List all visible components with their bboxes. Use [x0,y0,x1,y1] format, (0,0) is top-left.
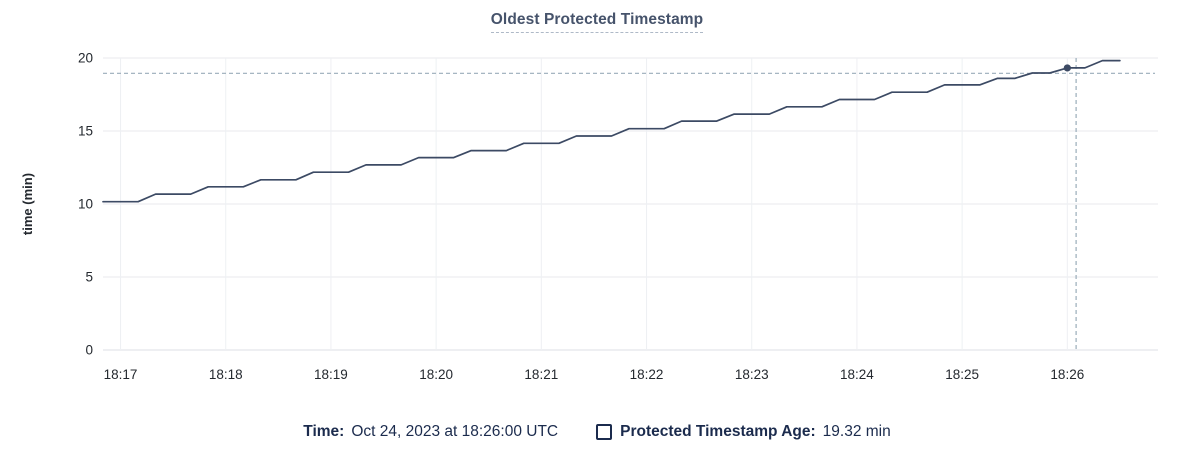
x-tick-label: 18:17 [104,367,138,382]
chart-title-row: Oldest Protected Timestamp [0,11,1194,33]
legend-series-label: Protected Timestamp Age: [620,423,816,440]
legend-series-item[interactable]: Protected Timestamp Age: 19.32 min [596,423,891,441]
chart-svg: 0 5 10 15 20 18:17 18:18 18:19 18:20 18:21 18:22 18… [20,51,1158,382]
legend-time-item: Time: Oct 24, 2023 at 18:26:00 UTC [303,423,558,441]
legend-time-value: Oct 24, 2023 at 18:26:00 UTC [351,423,559,440]
x-tick-label: 18:19 [314,367,348,382]
x-tick-label: 18:24 [840,367,874,382]
y-tick-label: 5 [85,270,93,285]
series-line [102,59,1121,203]
plot-area[interactable] [103,58,1158,350]
chart-title[interactable]: Oldest Protected Timestamp [490,11,704,33]
x-tick-label: 18:18 [209,367,243,382]
hover-point-dot [1063,64,1071,72]
x-tick-label: 18:20 [419,367,453,382]
y-tick-label: 20 [78,51,93,66]
x-tick-label: 18:21 [524,367,558,382]
x-tick-label: 18:25 [945,367,979,382]
y-axis-label: time (min) [20,173,35,235]
x-tick-label: 18:23 [735,367,769,382]
x-tick-label: 18:26 [1050,367,1084,382]
y-tick-label: 10 [78,197,93,212]
x-tick-label: 18:22 [630,367,664,382]
y-tick-label: 15 [78,124,93,139]
y-tick-label: 0 [85,343,93,358]
legend-series-value: 19.32 min [822,423,891,440]
series-toggle-checkbox-icon[interactable] [596,424,613,440]
legend-time-label: Time: [303,423,345,440]
chart-legend: Time: Oct 24, 2023 at 18:26:00 UTC Prote… [0,417,1194,447]
